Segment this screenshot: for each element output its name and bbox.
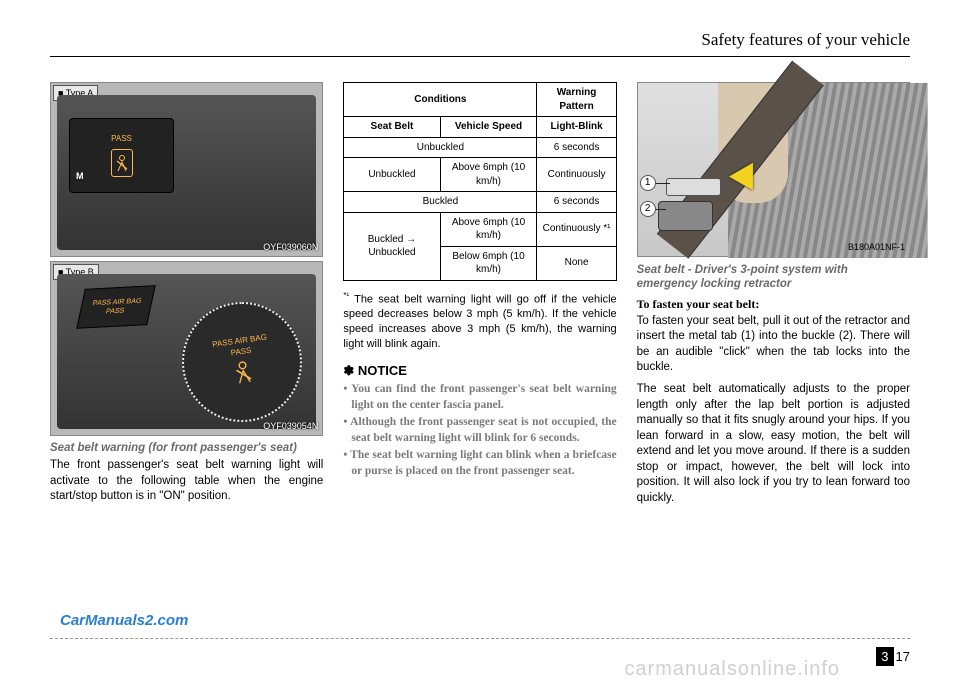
notice-item-1: You can find the front passenger's seat … bbox=[343, 382, 616, 413]
notice-heading: ✽ NOTICE bbox=[343, 362, 616, 380]
figure-seatbelt: 1 2 B180A01NF-1 bbox=[637, 82, 910, 257]
col3-p2: The seat belt automatically adjusts to t… bbox=[637, 382, 910, 506]
figure-type-b: ■ Type B PASS AIR BAG PASS PASS AIR BAG … bbox=[50, 261, 323, 436]
th-seatbelt: Seat Belt bbox=[344, 117, 440, 138]
footnote-marker: *¹ bbox=[343, 291, 349, 300]
notice-title-text: ✽ NOTICE bbox=[343, 363, 407, 378]
r1-cond: Unbuckled bbox=[344, 137, 537, 158]
leader-1 bbox=[656, 183, 670, 184]
warning-table: Conditions Warning Pattern Seat Belt Veh… bbox=[343, 82, 616, 281]
callout-2: 2 bbox=[640, 201, 656, 217]
column-1: ■ Type A PASS M OYF039060N ■ Type B PASS… bbox=[50, 82, 323, 512]
r3-warn: 6 seconds bbox=[537, 192, 616, 213]
seatbelt-scene: 1 2 bbox=[638, 83, 909, 256]
col3-p1: To fasten your seat belt, pull it out of… bbox=[637, 314, 910, 376]
r4b-speed: Below 6mph (10 km/h) bbox=[440, 246, 537, 280]
notice-item-2: Although the front passenger seat is not… bbox=[343, 415, 616, 446]
pass-indicator-zoom: PASS M bbox=[69, 118, 174, 193]
th-warning: Warning Pattern bbox=[537, 83, 616, 117]
buckle-tab bbox=[666, 178, 721, 196]
col1-body: The front passenger's seat belt warning … bbox=[50, 458, 323, 505]
buckle-receiver bbox=[658, 201, 713, 231]
r4-belt: Buckled → Unbuckled bbox=[344, 212, 440, 280]
r4a-warn: Continuously *¹ bbox=[537, 212, 616, 246]
content-columns: ■ Type A PASS M OYF039060N ■ Type B PASS… bbox=[50, 82, 910, 512]
page-number: 317 bbox=[876, 649, 910, 664]
notice-item-3: The seat belt warning light can blink wh… bbox=[343, 448, 616, 479]
watermark-carmanualsonline: carmanualsonline.info bbox=[624, 658, 840, 681]
th-conditions: Conditions bbox=[344, 83, 537, 117]
column-3: 1 2 B180A01NF-1 Seat belt - Driver's 3-p… bbox=[637, 82, 910, 512]
r4a-speed: Above 6mph (10 km/h) bbox=[440, 212, 537, 246]
chapter-title: Safety features of your vehicle bbox=[50, 30, 910, 57]
footnote: *¹ The seat belt warning light will go o… bbox=[343, 291, 616, 352]
r4b-warn: None bbox=[537, 246, 616, 280]
pass-label: PASS bbox=[111, 134, 132, 145]
m-label: M bbox=[76, 170, 84, 182]
th-light: Light-Blink bbox=[537, 117, 616, 138]
seatbelt-person-icon bbox=[111, 149, 133, 177]
column-2: Conditions Warning Pattern Seat Belt Veh… bbox=[343, 82, 616, 512]
r1-warn: 6 seconds bbox=[537, 137, 616, 158]
r3-cond: Buckled bbox=[344, 192, 537, 213]
r2-belt: Unbuckled bbox=[344, 158, 440, 192]
footnote-text: The seat belt warning light will go off … bbox=[343, 293, 616, 350]
th-speed: Vehicle Speed bbox=[440, 117, 537, 138]
figure-a-code: OYF039060N bbox=[263, 241, 318, 253]
col1-caption: Seat belt warning (for front passenger's… bbox=[50, 441, 323, 455]
col3-caption: Seat belt - Driver's 3-point system with… bbox=[637, 263, 910, 292]
figure-b-code: OYF039054N bbox=[263, 420, 318, 432]
airbag-label-zoom: PASS AIR BAG PASS bbox=[76, 285, 155, 329]
airbag-text-2: PASS bbox=[105, 307, 125, 317]
section-number: 3 bbox=[876, 647, 893, 666]
page-number-value: 17 bbox=[896, 649, 910, 664]
figure-type-a: ■ Type A PASS M OYF039060N bbox=[50, 82, 323, 257]
airbag-circle-zoom: PASS AIR BAG PASS bbox=[182, 302, 302, 422]
page: Safety features of your vehicle ■ Type A… bbox=[0, 0, 960, 512]
figure-c-code: B180A01NF-1 bbox=[848, 241, 905, 253]
footer-divider bbox=[50, 638, 910, 639]
r2-speed: Above 6mph (10 km/h) bbox=[440, 158, 537, 192]
callout-1: 1 bbox=[640, 175, 656, 191]
col3-lead: To fasten your seat belt: bbox=[637, 296, 910, 312]
notice-list: You can find the front passenger's seat … bbox=[343, 382, 616, 479]
leader-2 bbox=[656, 209, 666, 210]
watermark-carmanuals2: CarManuals2.com bbox=[60, 612, 188, 629]
r2-warn: Continuously bbox=[537, 158, 616, 192]
